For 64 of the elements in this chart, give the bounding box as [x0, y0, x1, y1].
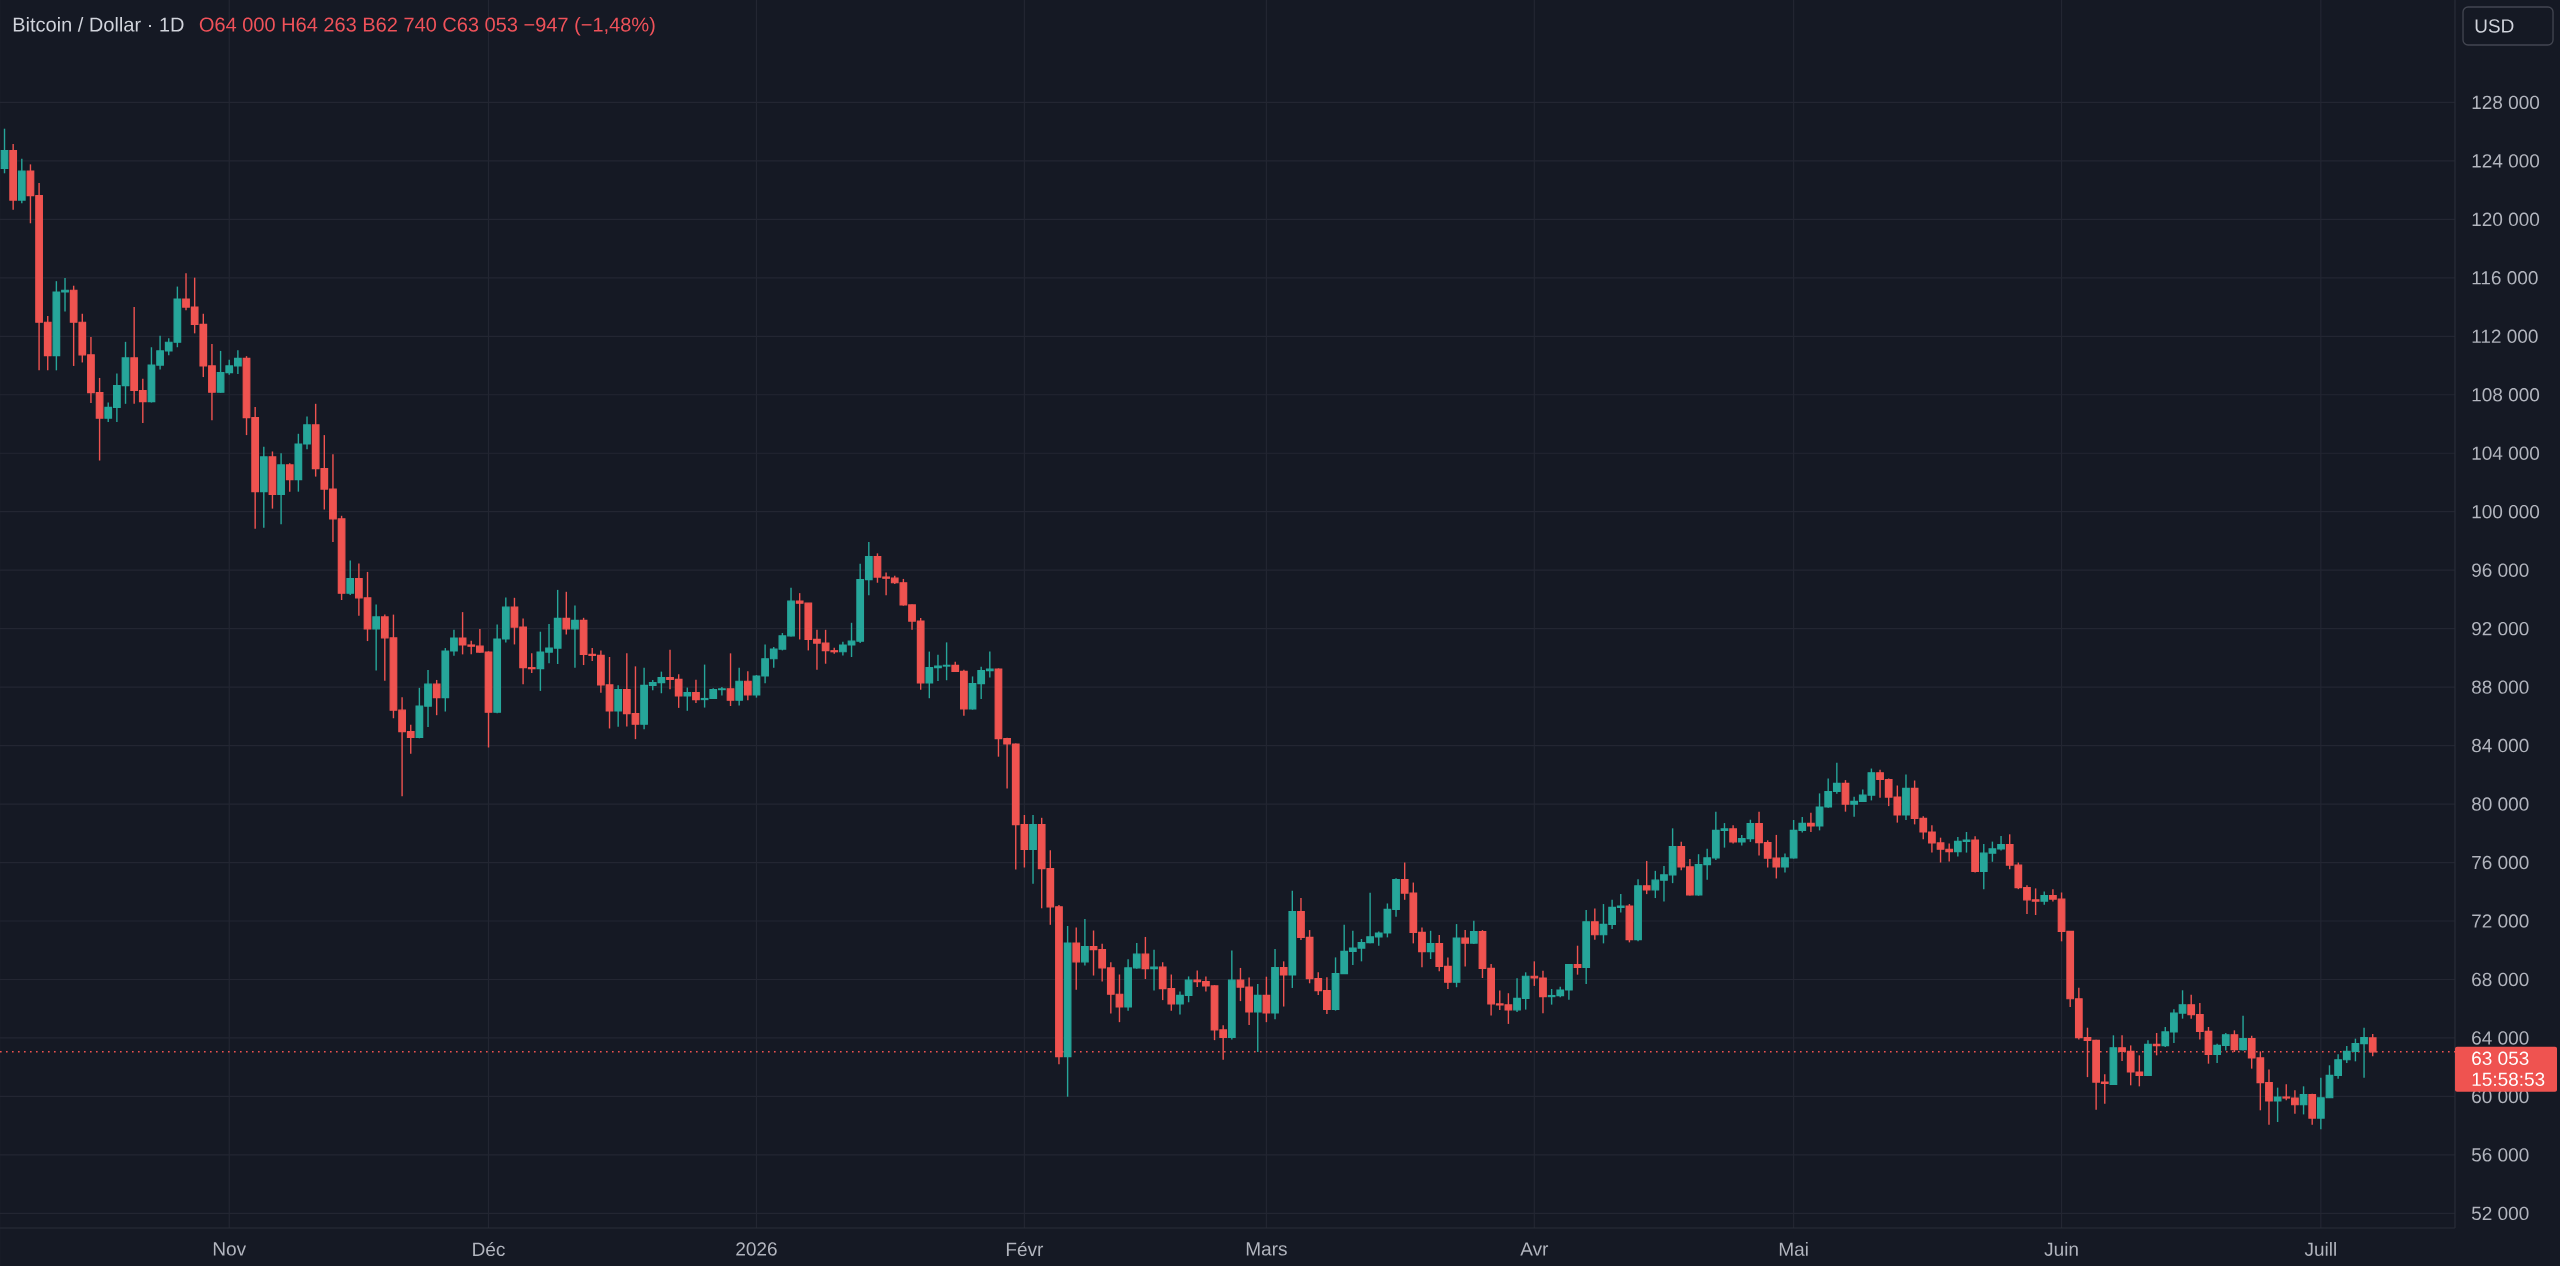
x-tick-label: Févr — [1006, 1241, 1044, 1257]
y-tick-label: 64 000 — [2472, 1031, 2529, 1045]
candlestick — [1642, 860, 1651, 895]
candlestick — [2299, 1085, 2308, 1116]
candlestick — [1461, 929, 1470, 968]
candlestick — [726, 652, 735, 707]
candlestick — [571, 604, 579, 669]
x-tick-label: Mars — [1246, 1242, 1287, 1256]
y-tick-label: 52 000 — [2471, 1206, 2529, 1221]
y-tick-label: 76 000 — [2472, 855, 2529, 870]
candlestick — [1807, 811, 1815, 833]
candlestick — [1426, 930, 1435, 960]
y-tick-label: 84 000 — [2472, 738, 2529, 753]
candlestick — [372, 603, 381, 672]
candlestick — [346, 559, 355, 596]
candlestick — [735, 666, 744, 707]
candlestick — [285, 462, 294, 493]
candlestick — [1573, 945, 1582, 976]
x-tick-label: Juin — [2044, 1242, 2078, 1256]
x-tick-label: Déc — [473, 1241, 505, 1257]
text: USD — [2475, 19, 2514, 33]
y-tick-label: 112 000 — [2472, 329, 2538, 344]
y-tick-label: 56 000 — [2471, 1148, 2529, 1162]
ref-line-label: 63 053 — [2472, 1051, 2529, 1066]
candlestick — [1253, 983, 1262, 1053]
y-tick-label: 100 000 — [2472, 504, 2540, 519]
candlestick — [2273, 1086, 2282, 1123]
y-tick-label: 72 000 — [2472, 914, 2529, 928]
y-tick-label: 124 000 — [2472, 154, 2540, 168]
y-tick-label: 128 000 — [2472, 95, 2540, 110]
y-tick-label: 92 000 — [2472, 621, 2529, 636]
candlestick — [614, 684, 623, 728]
x-tick-label: Nov — [213, 1242, 247, 1256]
candlestick — [2308, 1092, 2317, 1126]
y-tick-label: 120 000 — [2472, 212, 2540, 227]
x-tick-label: Juill — [2304, 1242, 2336, 1256]
candlestick — [432, 679, 441, 716]
candlestick — [562, 591, 571, 636]
x-tick-label: Avr — [1520, 1242, 1549, 1256]
x-tick-label: 2026 — [736, 1242, 777, 1256]
candlestick — [1590, 907, 1599, 941]
y-tick-label: 80 000 — [2472, 797, 2529, 811]
candlestick — [692, 678, 700, 704]
y-tick-label: 108 000 — [2472, 388, 2540, 402]
y-tick-label: 96 000 — [2472, 563, 2529, 577]
y-tick-label: 104 000 — [2472, 446, 2540, 460]
candlestick — [1262, 976, 1271, 1023]
candlestick — [1141, 936, 1150, 980]
candlestick — [1841, 779, 1850, 813]
candlestick — [0, 128, 9, 174]
text: 15:58:53 — [2472, 1072, 2545, 1087]
y-tick-label: 68 000 — [2472, 972, 2529, 987]
text: O64 000 H64 263 B62 740 C63 053 −947 (−1,48%) — [199, 16, 655, 36]
candlestick — [1279, 960, 1288, 1008]
candlestick — [1072, 926, 1081, 991]
y-tick-label: 88 000 — [2472, 680, 2529, 694]
candlestick — [1729, 824, 1737, 845]
candlestick — [683, 686, 692, 712]
text: Bitcoin / Dollar · 1D — [13, 16, 184, 32]
candlestick — [743, 670, 752, 701]
candlestick — [2239, 1015, 2247, 1052]
y-tick-label: 116 000 — [2472, 271, 2538, 285]
x-tick-label: Mai — [1779, 1242, 1808, 1256]
candlestick — [1081, 918, 1089, 967]
